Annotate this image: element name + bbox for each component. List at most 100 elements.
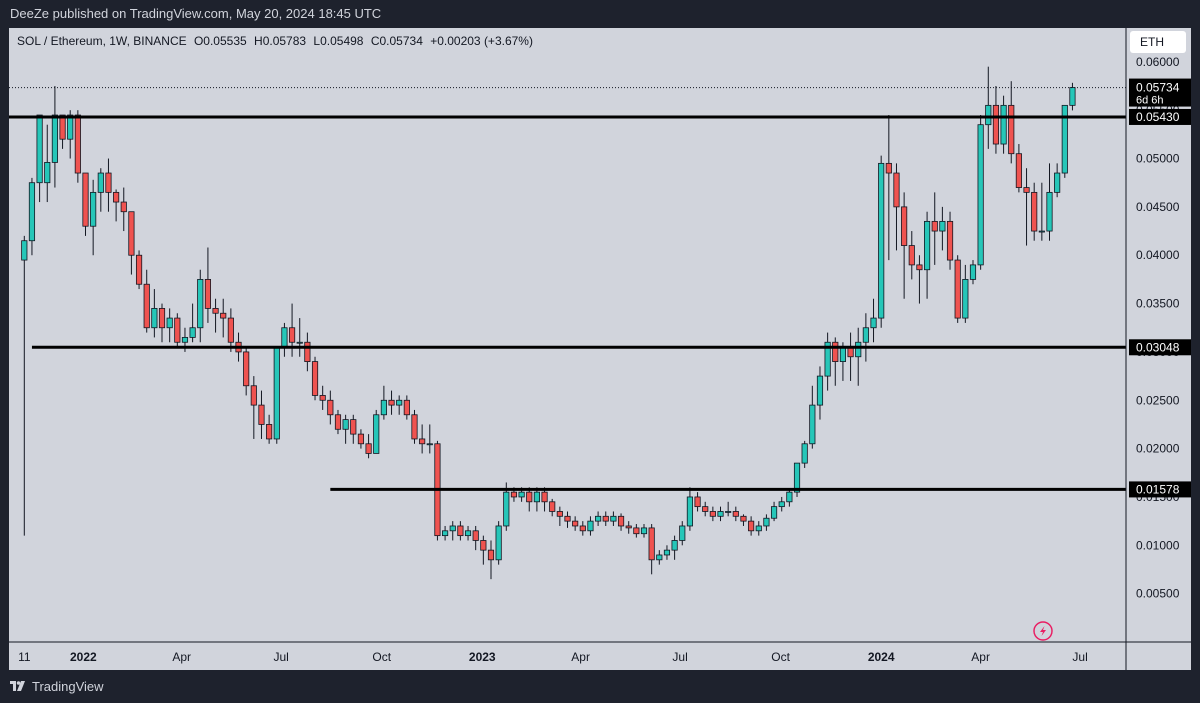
candle: [82, 172, 89, 236]
candles-layer: [21, 66, 1076, 580]
close-value: C0.05734: [370, 34, 423, 48]
candle-body: [946, 220, 954, 261]
candle: [786, 489, 793, 507]
candle: [725, 501, 732, 517]
price-tick-label: 0.02500: [1136, 393, 1180, 407]
candle-body: [311, 361, 319, 396]
candle-body: [855, 341, 862, 358]
candle: [901, 192, 908, 299]
candle-body: [457, 525, 464, 537]
candle-body: [197, 279, 204, 329]
candle: [602, 511, 609, 526]
time-tick-label: Oct: [372, 650, 391, 664]
candle: [610, 511, 617, 526]
candle: [816, 366, 824, 420]
candle-body: [419, 438, 426, 445]
candle: [266, 414, 273, 444]
candle: [174, 313, 181, 348]
candle: [36, 114, 43, 203]
candle: [709, 506, 716, 522]
candle-body: [977, 124, 984, 266]
candle-body: [709, 511, 716, 517]
candle: [870, 298, 877, 343]
candle-body: [992, 104, 1000, 145]
candle-body: [36, 114, 43, 184]
publisher-line: DeeZe published on TradingView.com, May …: [10, 6, 382, 21]
candle: [893, 163, 900, 251]
candle: [342, 414, 349, 444]
candle-body: [296, 341, 303, 344]
candle: [472, 525, 479, 551]
candle-body: [74, 114, 81, 174]
time-tick-label: Apr: [571, 650, 590, 664]
candle: [595, 511, 602, 526]
candle: [962, 264, 969, 323]
candle: [564, 511, 571, 528]
candle-body: [151, 308, 158, 329]
candle: [663, 545, 671, 560]
candle: [824, 332, 831, 391]
candle-body: [281, 327, 288, 348]
price-tick-label: 0.04000: [1136, 248, 1180, 262]
candle-body: [243, 351, 250, 387]
candle: [625, 521, 632, 534]
candle-body: [617, 515, 625, 527]
candle: [633, 524, 640, 538]
candle: [1046, 163, 1053, 241]
candle: [495, 521, 502, 565]
candle: [128, 211, 135, 275]
candle-body: [962, 279, 969, 319]
candle-body: [671, 540, 678, 551]
candle: [939, 206, 946, 251]
candle: [809, 385, 816, 449]
candle-body: [357, 433, 365, 445]
time-tick-label: 11: [18, 650, 31, 664]
candle: [526, 487, 533, 512]
candle-body: [732, 511, 739, 517]
candle: [44, 124, 51, 203]
candle: [311, 356, 319, 401]
candle-body: [908, 245, 915, 266]
candle: [1000, 95, 1007, 154]
candle: [21, 235, 28, 536]
candle-body: [931, 220, 938, 232]
time-axis: 11 2022 Apr Jul Oct 2023 Apr Jul Oct 2024 Apr Jul: [18, 650, 1088, 664]
candle: [380, 385, 387, 420]
candle-body: [472, 530, 479, 541]
candle: [832, 337, 839, 386]
candle-body: [464, 530, 472, 537]
candle-body: [373, 414, 380, 454]
candle: [319, 385, 326, 410]
candle: [1069, 82, 1076, 111]
candle: [74, 110, 81, 183]
candle: [151, 289, 158, 338]
candle-body: [44, 162, 51, 184]
candle-body: [702, 506, 709, 512]
currency-button[interactable]: ETH: [1130, 31, 1186, 53]
candle-body: [748, 520, 755, 532]
symbol-name: SOL / Ethereum, 1W, BINANCE: [17, 34, 187, 48]
change-value: +0.00203 (+3.67%): [430, 34, 533, 48]
candle-body: [793, 462, 801, 493]
chart-panel[interactable]: 0.005000.010000.015000.020000.025000.030…: [9, 28, 1191, 670]
time-tick-label: Jul: [672, 650, 687, 664]
candle-body: [495, 525, 502, 561]
candle-body: [181, 337, 189, 343]
candlestick-chart[interactable]: 0.005000.010000.015000.020000.025000.030…: [9, 28, 1191, 670]
candle-body: [572, 520, 579, 527]
candle: [113, 189, 120, 222]
candle: [924, 211, 931, 299]
candle: [220, 298, 227, 338]
level-price-label-box: [1129, 481, 1191, 498]
candle: [671, 535, 678, 560]
candle-body: [28, 182, 36, 242]
candle-body: [403, 399, 410, 416]
low-value: L0.05498: [313, 34, 364, 48]
candle-body: [541, 491, 548, 503]
candle-body: [426, 443, 433, 446]
candle: [243, 347, 250, 396]
candle: [334, 409, 342, 435]
candle-body: [725, 511, 732, 513]
time-tick-label: Apr: [971, 650, 990, 664]
